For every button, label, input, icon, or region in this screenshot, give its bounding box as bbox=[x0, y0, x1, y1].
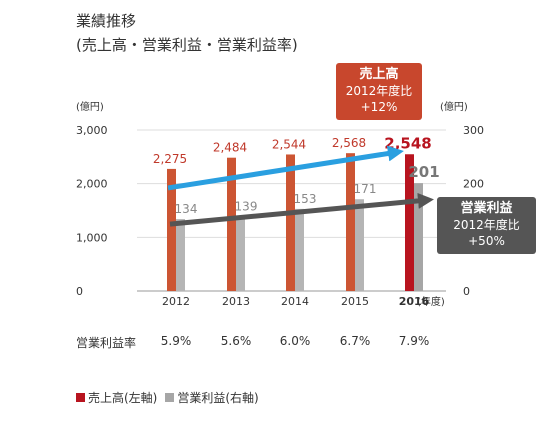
profit-value-label: 171 bbox=[354, 182, 377, 196]
sales-value-label: 2,548 bbox=[384, 134, 431, 152]
profit-growth-callout: 営業利益 2012年度比 +50% bbox=[437, 197, 536, 254]
sales-growth-callout: 売上高 2012年度比 +12% bbox=[336, 63, 422, 120]
sales-callout-value: +12% bbox=[360, 100, 398, 114]
sales-value-label: 2,275 bbox=[153, 152, 187, 166]
legend-item-sales: 売上高(左軸) bbox=[76, 389, 157, 406]
chart-title: 業績推移 bbox=[76, 12, 137, 30]
right-axis-tick-label: 200 bbox=[463, 178, 484, 191]
operating-margin-row: 営業利益率 5.9% 5.6% 6.0% 6.7% 7.9% bbox=[0, 334, 550, 354]
legend-label-sales: 売上高(左軸) bbox=[88, 391, 158, 405]
right-axis-tick-label: 300 bbox=[463, 124, 484, 137]
profit-value-label: 153 bbox=[294, 192, 317, 206]
profit-callout-base: 2012年度比 bbox=[453, 218, 520, 232]
profit-bar bbox=[355, 199, 364, 291]
left-axis-tick-label: 1,000 bbox=[76, 231, 108, 244]
x-tick-label: 2015 bbox=[341, 295, 369, 308]
profit-value-label: 139 bbox=[235, 199, 258, 213]
left-axis-tick-label: 2,000 bbox=[76, 178, 108, 191]
profit-trend-arrow bbox=[169, 192, 434, 227]
operating-margin-2012: 5.9% bbox=[160, 334, 192, 348]
legend-swatch-sales bbox=[76, 393, 85, 402]
profit-value-label: 201 bbox=[408, 163, 439, 181]
operating-margin-2013: 5.6% bbox=[220, 334, 252, 348]
chart-subtitle: (売上高・営業利益・営業利益率) bbox=[76, 36, 298, 54]
sales-value-label: 2,484 bbox=[213, 141, 247, 155]
profit-bar bbox=[414, 183, 423, 291]
sales-bar bbox=[167, 168, 176, 291]
profit-bar bbox=[176, 219, 185, 291]
operating-margin-label: 営業利益率 bbox=[76, 336, 137, 350]
x-tick-label: 2014 bbox=[281, 295, 309, 308]
legend-label-profit: 営業利益(右軸) bbox=[177, 391, 259, 405]
legend-swatch-profit bbox=[165, 393, 175, 402]
sales-callout-title: 売上高 bbox=[359, 67, 399, 82]
left-axis-tick-label: 0 bbox=[76, 285, 83, 298]
right-axis-tick-label: 0 bbox=[463, 285, 470, 298]
right-axis-unit: (億円) bbox=[440, 100, 468, 113]
operating-margin-2016: 7.9% bbox=[398, 334, 430, 348]
sales-callout-base: 2012年度比 bbox=[345, 84, 413, 98]
sales-trend-arrow bbox=[167, 145, 404, 191]
chart-legend: 売上高(左軸) 営業利益(右軸) bbox=[76, 389, 267, 406]
x-tick-label: 2012 bbox=[162, 295, 190, 308]
profit-bar bbox=[236, 216, 245, 291]
profit-value-label: 134 bbox=[175, 202, 198, 216]
sales-bar bbox=[286, 154, 295, 291]
sales-value-label: 2,544 bbox=[272, 137, 306, 151]
operating-margin-2014: 6.0% bbox=[279, 334, 311, 348]
sales-bar bbox=[227, 157, 236, 291]
profit-callout-title: 営業利益 bbox=[460, 201, 513, 216]
x-tick-label: 2013 bbox=[222, 295, 250, 308]
sales-bar bbox=[405, 154, 414, 291]
profit-bar bbox=[295, 208, 304, 291]
left-axis-tick-label: 3,000 bbox=[76, 124, 108, 137]
sales-bar bbox=[346, 153, 355, 291]
sales-value-label: 2,568 bbox=[332, 136, 366, 150]
operating-margin-2015: 6.7% bbox=[339, 334, 371, 348]
x-tick-label: 2016 bbox=[399, 295, 430, 308]
legend-item-profit: 営業利益(右軸) bbox=[165, 389, 259, 406]
left-axis-unit: (億円) bbox=[76, 100, 104, 113]
x-axis-unit: (年度) bbox=[417, 295, 445, 308]
profit-callout-value: +50% bbox=[468, 234, 505, 248]
